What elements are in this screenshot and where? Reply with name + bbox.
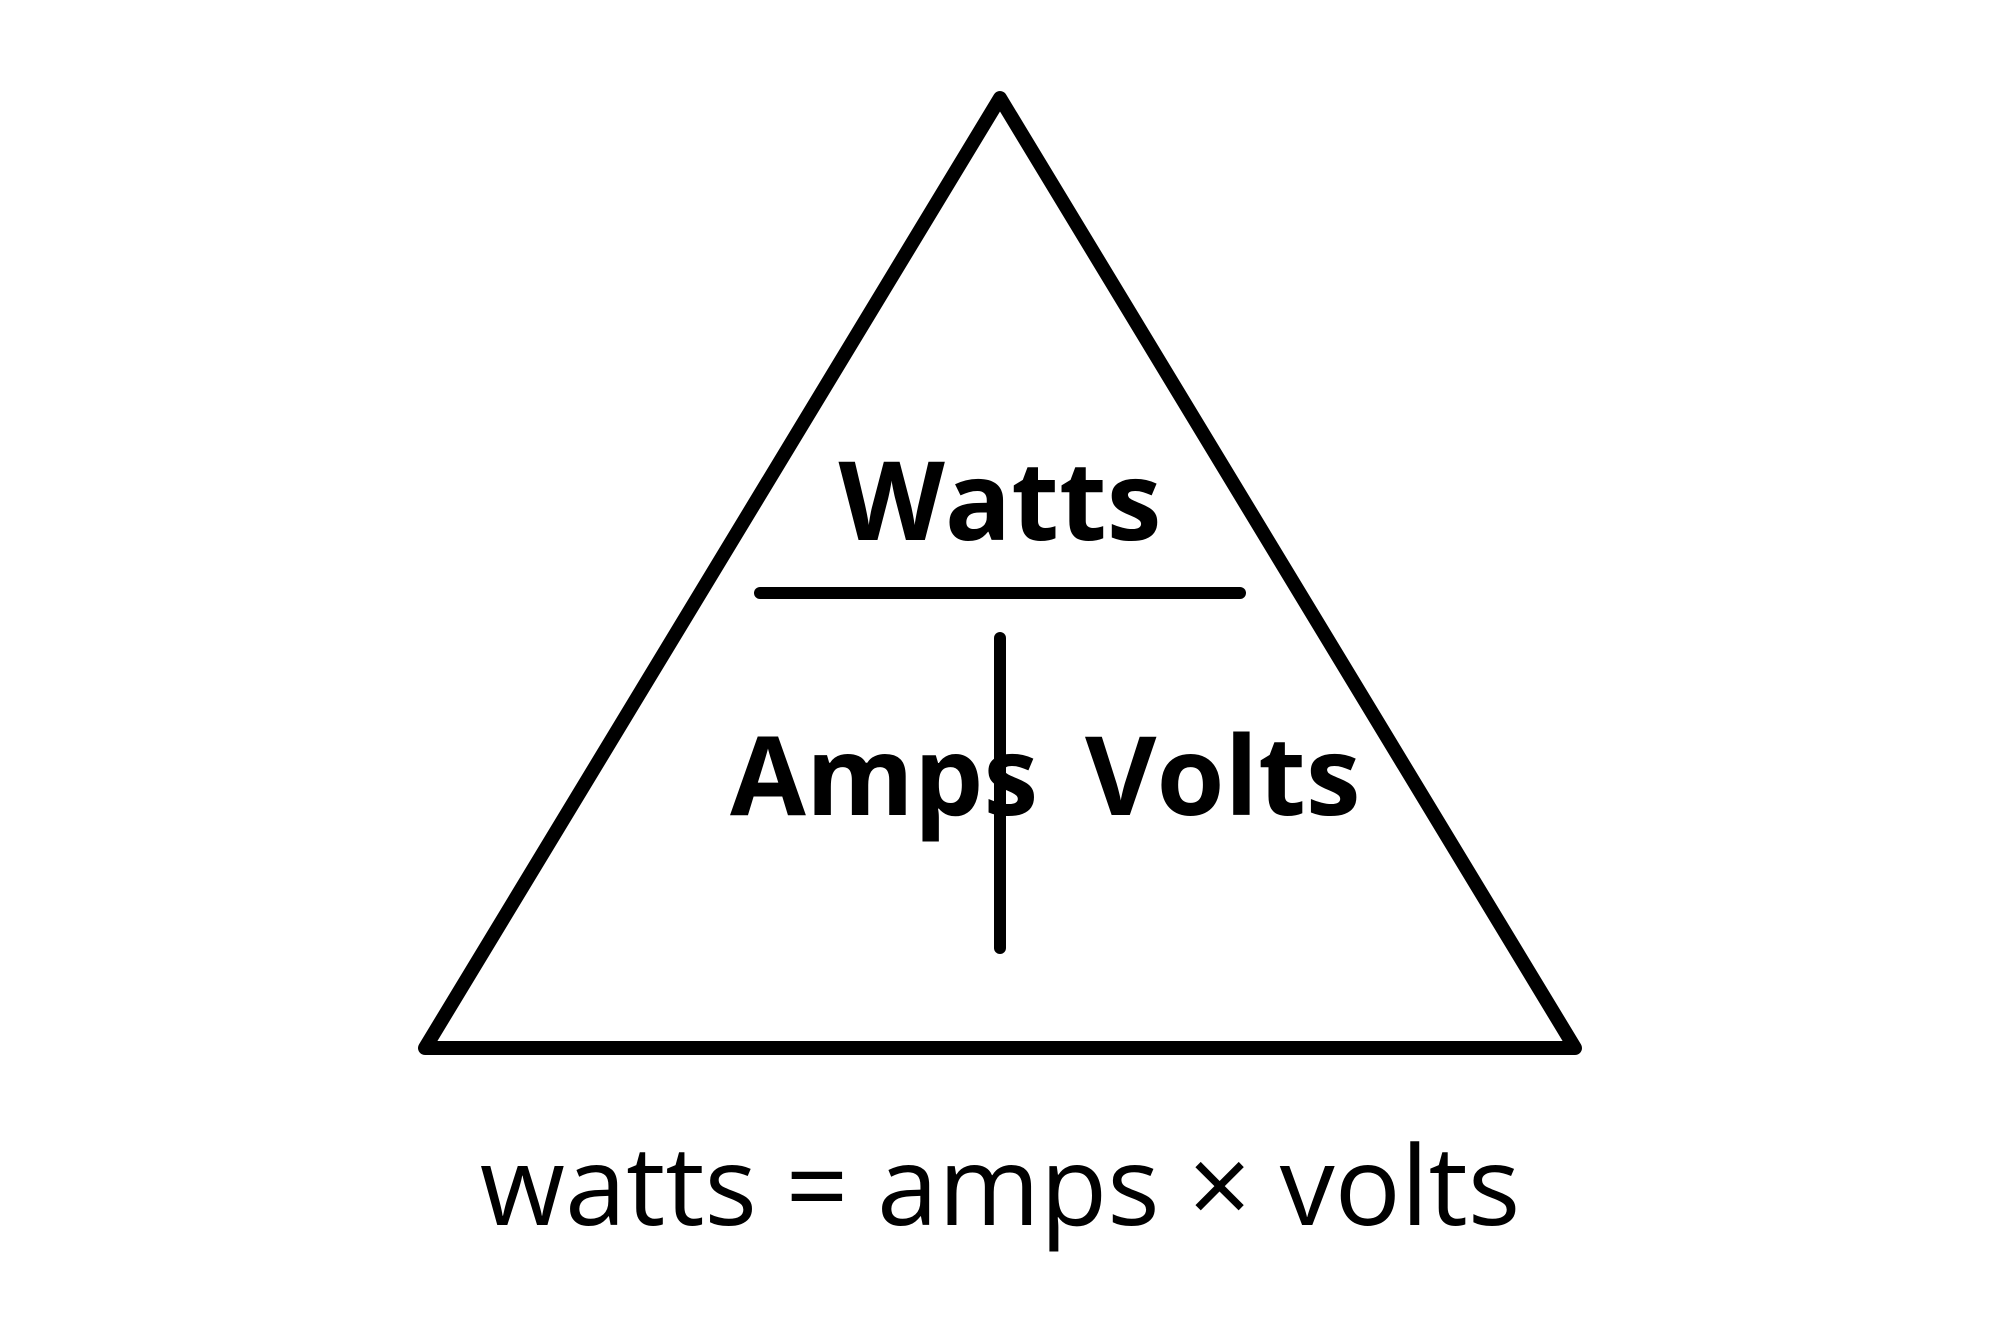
formula-text: watts = amps × volts [480,1108,1521,1258]
volts-label: Volts [1085,698,1361,848]
watts-label: Watts [839,423,1162,573]
triangle-svg [200,78,1800,1078]
amps-label: Amps [730,698,1038,848]
power-triangle-diagram: Watts Amps Volts [200,78,1800,1078]
